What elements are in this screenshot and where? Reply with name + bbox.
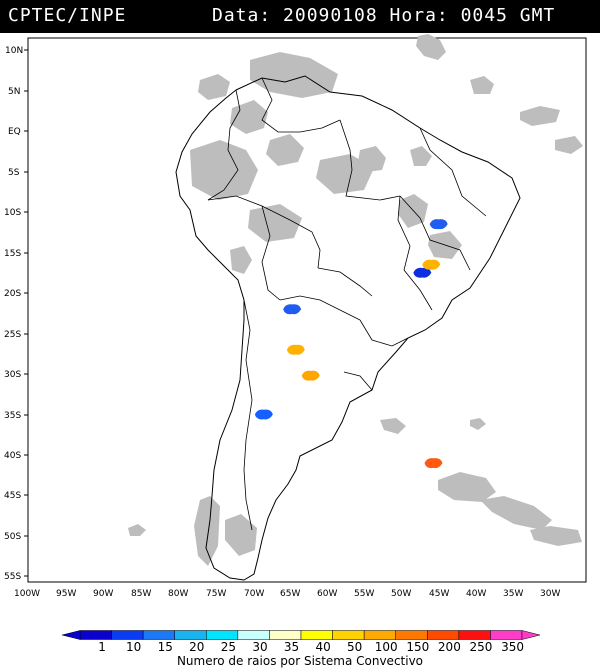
- legend-value-label: 150: [406, 640, 429, 653]
- legend-swatch: [427, 630, 460, 640]
- lon-axis: 100W 95W 90W 85W 80W 75W 70W 65W 60W 55W…: [14, 589, 560, 599]
- country-borders: [207, 77, 487, 531]
- legend-swatch: [174, 630, 207, 640]
- lon-label: 40W: [466, 589, 486, 599]
- convective-system-bahia-north: [429, 219, 448, 230]
- legend-value-label: 1: [98, 640, 106, 653]
- cloud-cover: [128, 34, 583, 566]
- lon-label: 30W: [540, 589, 560, 599]
- lon-label: 75W: [206, 589, 226, 599]
- legend-swatch: [206, 630, 239, 640]
- lat-label: 45S: [4, 491, 21, 501]
- legend-value-label: 35: [284, 640, 299, 653]
- lightning-map: 10N 5N EQ 5S 10S 15S 20S 25S 30S 35S 40S…: [4, 34, 587, 653]
- lon-label: 90W: [93, 589, 113, 599]
- legend-value-label: 350: [501, 640, 524, 653]
- legend-title: Numero de raios por Sistema Convectivo: [176, 654, 424, 668]
- legend-swatch: [111, 630, 144, 640]
- legend-swatch: [300, 630, 333, 640]
- lon-label: 95W: [56, 589, 76, 599]
- legend-swatch: [395, 630, 428, 640]
- lat-label: 35S: [4, 411, 21, 421]
- convective-system-mendoza-south: [254, 409, 273, 420]
- legend-swatch: [269, 630, 302, 640]
- lat-label: 5S: [8, 168, 20, 178]
- lat-label: 20S: [4, 289, 21, 299]
- lat-label: 55S: [4, 572, 21, 582]
- legend-labels: 1 10 15 20 25 30 35 40 50 100 150 200 250 350: [98, 640, 524, 653]
- lat-label: EQ: [8, 127, 21, 137]
- lat-label: 10N: [5, 46, 23, 56]
- legend-swatch: [237, 630, 270, 640]
- legend-swatch: [332, 630, 365, 640]
- legend-value-label: 30: [252, 640, 267, 653]
- lat-label: 5N: [8, 87, 20, 97]
- lat-ticks: [24, 49, 28, 577]
- legend-value-label: 200: [438, 640, 461, 653]
- legend-value-label: 10: [126, 640, 141, 653]
- legend-value-label: 50: [347, 640, 362, 653]
- legend-value-label: 25: [221, 640, 236, 653]
- lon-label: 70W: [244, 589, 264, 599]
- lat-label: 40S: [4, 451, 21, 461]
- legend-value-label: 250: [470, 640, 493, 653]
- lat-axis: 10N 5N EQ 5S 10S 15S 20S 25S 30S 35S 40S…: [4, 46, 23, 582]
- legend-swatch: [458, 630, 491, 640]
- legend-value-label: 20: [189, 640, 204, 653]
- lon-label: 35W: [503, 589, 523, 599]
- lon-label: 55W: [354, 589, 374, 599]
- convective-system-cordoba-east: [301, 370, 320, 381]
- legend-swatch: [490, 630, 523, 640]
- convective-system-paraguay-chaco: [283, 304, 302, 315]
- legend-value-label: 100: [375, 640, 398, 653]
- lat-label: 25S: [4, 330, 21, 340]
- convective-system-minas-west: [413, 267, 432, 278]
- legend-swatch: [363, 630, 396, 640]
- lat-label: 15S: [4, 249, 21, 259]
- lon-label: 85W: [131, 589, 151, 599]
- continent-outline: [175, 75, 521, 581]
- lon-label: 100W: [14, 589, 40, 599]
- source-label: CPTEC/INPE: [8, 5, 127, 26]
- legend-swatch: [142, 630, 175, 640]
- convective-systems: [254, 219, 448, 469]
- lat-label: 30S: [4, 370, 21, 380]
- legend-swatch: [79, 630, 112, 640]
- lon-label: 65W: [280, 589, 300, 599]
- convective-system-atlantic-offshore: [424, 458, 443, 469]
- legend-value-label: 40: [315, 640, 330, 653]
- lon-label: 60W: [317, 589, 337, 599]
- legend-value-label: 15: [158, 640, 173, 653]
- convective-system-minas-orange: [422, 259, 441, 270]
- datetime-label: Data: 20090108 Hora: 0045 GMT: [212, 5, 556, 26]
- lon-label: 45W: [429, 589, 449, 599]
- legend-arrow-high: [521, 630, 541, 640]
- map-header: CPTEC/INPE Data: 20090108 Hora: 0045 GMT: [0, 0, 600, 33]
- lon-label: 80W: [168, 589, 188, 599]
- legend-colorbar: [61, 630, 541, 640]
- lat-label: 10S: [4, 208, 21, 218]
- legend-arrow-low: [61, 630, 81, 640]
- lat-label: 50S: [4, 532, 21, 542]
- lon-label: 50W: [391, 589, 411, 599]
- convective-system-santiago-estero: [286, 344, 305, 355]
